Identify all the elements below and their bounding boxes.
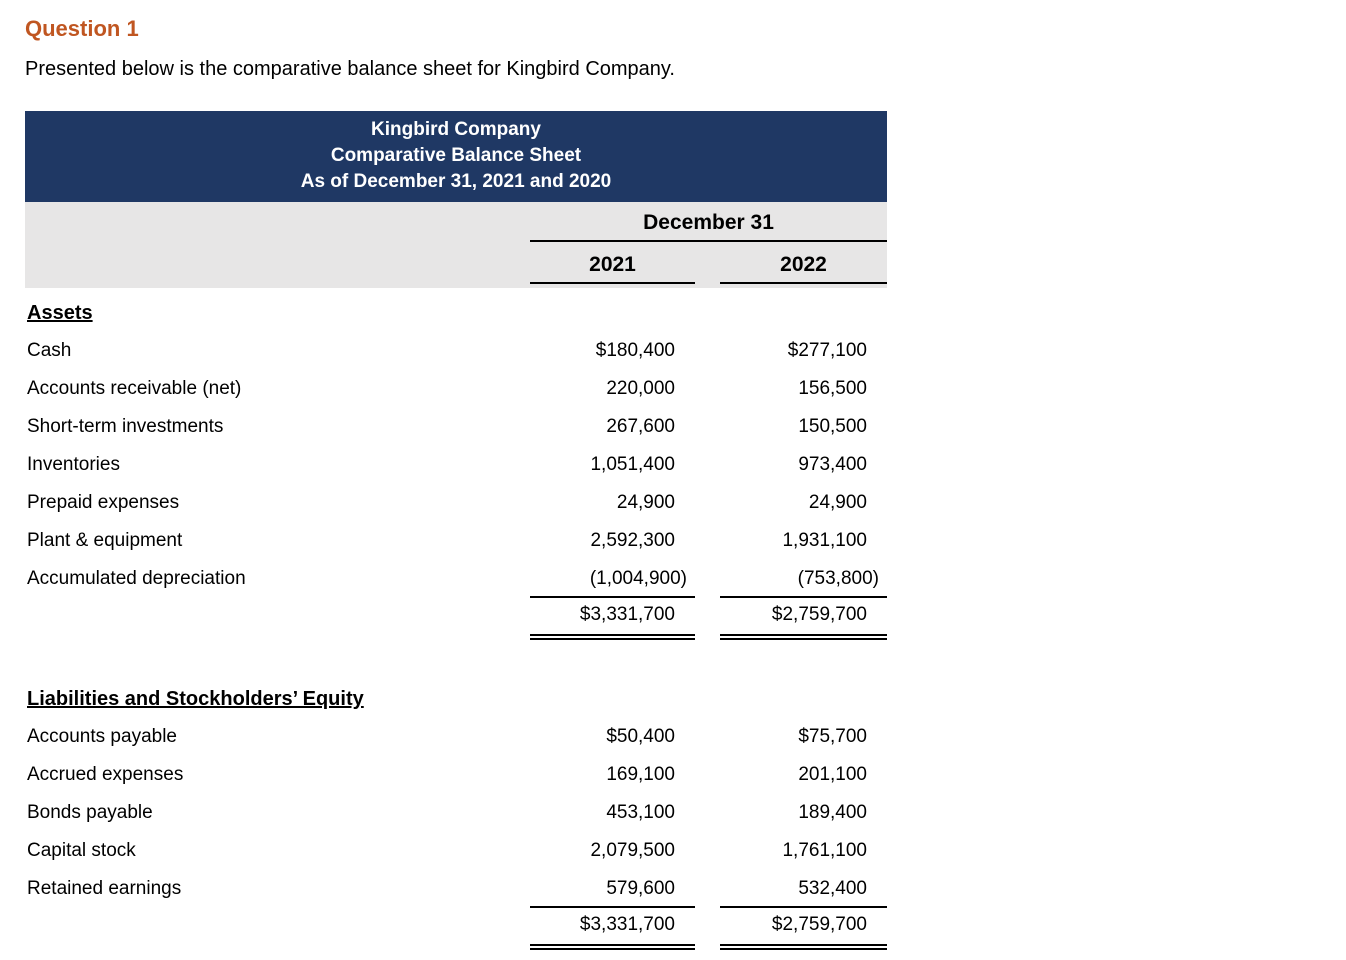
value-2022: 156,500 — [798, 378, 867, 399]
column-header-band: December 31 2021 2022 — [25, 202, 887, 288]
date-header: December 31 — [530, 204, 887, 242]
section-liabilities-equity: Liabilities and Stockholders’ Equity Acc… — [25, 680, 887, 950]
row-label: Short-term investments — [27, 416, 224, 437]
section-heading-liabilities: Liabilities and Stockholders’ Equity — [27, 688, 364, 710]
value-2021: 220,000 — [606, 378, 675, 399]
value-2022: 532,400 — [720, 870, 887, 908]
row-label: Capital stock — [27, 840, 136, 861]
row-label: Accounts payable — [27, 726, 177, 747]
column-gap — [695, 912, 720, 950]
value-2021: 453,100 — [606, 802, 675, 823]
value-2021: 2,592,300 — [590, 530, 675, 551]
spacer-cell — [25, 204, 530, 242]
row-capital-stock: Capital stock 2,079,500 1,761,100 — [25, 832, 887, 870]
total-2021: $3,331,700 — [530, 908, 695, 950]
value-2022: $277,100 — [787, 340, 867, 361]
value-2022: 189,400 — [798, 802, 867, 823]
company-name: Kingbird Company — [371, 119, 541, 140]
total-2022: $2,759,700 — [720, 598, 887, 640]
value-2021: (1,004,900) — [530, 560, 695, 598]
value-2022: 24,900 — [808, 492, 867, 513]
row-label — [25, 912, 530, 950]
row-label: Retained earnings — [27, 878, 182, 899]
column-gap — [695, 408, 720, 446]
column-gap — [695, 870, 720, 908]
row-label — [25, 602, 530, 640]
value-2022: 201,100 — [798, 764, 867, 785]
column-gap — [695, 484, 720, 522]
question-label: Question 1 — [25, 16, 139, 41]
column-gap — [695, 794, 720, 832]
column-gap — [695, 602, 720, 640]
total-2021: $3,331,700 — [530, 598, 695, 640]
row-label: Cash — [27, 340, 72, 361]
intro-text: Presented below is the comparative balan… — [25, 58, 675, 80]
row-prepaid-expenses: Prepaid expenses 24,900 24,900 — [25, 484, 887, 522]
value-2021: 24,900 — [616, 492, 675, 513]
value-2021: 169,100 — [606, 764, 675, 785]
value-2022: 973,400 — [798, 454, 867, 475]
value-2021: 267,600 — [606, 416, 675, 437]
value-2021: $180,400 — [595, 340, 675, 361]
table-title-block: Kingbird Company Comparative Balance She… — [25, 111, 887, 202]
column-gap — [695, 370, 720, 408]
value-2022: 150,500 — [798, 416, 867, 437]
row-retained-earnings: Retained earnings 579,600 532,400 — [25, 870, 887, 908]
column-gap — [695, 522, 720, 560]
row-accrued-expenses: Accrued expenses 169,100 201,100 — [25, 756, 887, 794]
value-2021: $50,400 — [606, 726, 675, 747]
year-header-2022: 2022 — [720, 246, 887, 284]
value-2021: 2,079,500 — [590, 840, 675, 861]
statement-date: As of December 31, 2021 and 2020 — [300, 171, 612, 192]
column-gap — [695, 332, 720, 370]
value-2022: 1,931,100 — [782, 530, 867, 551]
value-2021: 579,600 — [530, 870, 695, 908]
row-label: Accrued expenses — [27, 764, 184, 785]
statement-name: Comparative Balance Sheet — [330, 145, 582, 166]
column-gap — [695, 246, 720, 284]
value-2022: 1,761,100 — [782, 840, 867, 861]
row-total-assets: $3,331,700 $2,759,700 — [25, 598, 887, 640]
column-gap — [695, 718, 720, 756]
row-cash: Cash $180,400 $277,100 — [25, 332, 887, 370]
row-accounts-payable: Accounts payable $50,400 $75,700 — [25, 718, 887, 756]
value-2022: $75,700 — [798, 726, 867, 747]
row-label: Bonds payable — [27, 802, 153, 823]
row-plant-equipment: Plant & equipment 2,592,300 1,931,100 — [25, 522, 887, 560]
value-2021: 1,051,400 — [590, 454, 675, 475]
row-label: Accounts receivable (net) — [27, 378, 242, 399]
column-gap — [695, 832, 720, 870]
year-header-row: 2021 2022 — [25, 242, 887, 284]
column-gap — [695, 560, 720, 598]
row-accounts-receivable: Accounts receivable (net) 220,000 156,50… — [25, 370, 887, 408]
row-bonds-payable: Bonds payable 453,100 189,400 — [25, 794, 887, 832]
spacer-cell — [25, 246, 530, 284]
row-total-liabilities-equity: $3,331,700 $2,759,700 — [25, 908, 887, 950]
row-accumulated-depreciation: Accumulated depreciation (1,004,900) (75… — [25, 560, 887, 598]
value-2022: (753,800) — [720, 560, 887, 598]
total-2022: $2,759,700 — [720, 908, 887, 950]
section-heading-assets: Assets — [27, 302, 93, 324]
row-inventories: Inventories 1,051,400 973,400 — [25, 446, 887, 484]
column-gap — [695, 756, 720, 794]
row-short-term-investments: Short-term investments 267,600 150,500 — [25, 408, 887, 446]
column-gap — [695, 446, 720, 484]
row-label: Plant & equipment — [27, 530, 183, 551]
year-header-2021: 2021 — [530, 246, 695, 284]
row-label: Accumulated depreciation — [27, 568, 246, 589]
row-label: Prepaid expenses — [27, 492, 180, 513]
row-label: Inventories — [27, 454, 120, 475]
balance-sheet-table: Kingbird Company Comparative Balance She… — [25, 111, 887, 950]
section-assets: Assets Cash $180,400 $277,100 Accounts r… — [25, 294, 887, 640]
date-header-row: December 31 — [25, 204, 887, 242]
